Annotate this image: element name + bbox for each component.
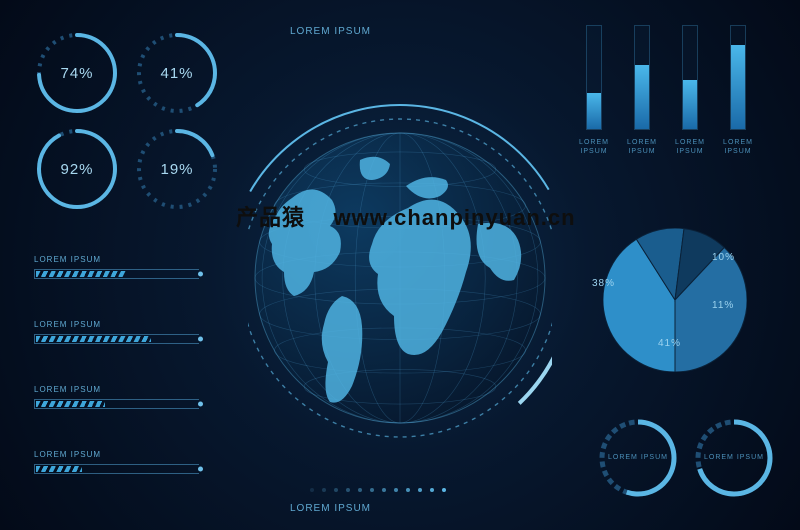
- dash-ring-0-label: LOREM IPSUM: [598, 418, 678, 498]
- progress-row-0-label: LOREM IPSUM: [34, 255, 199, 265]
- bar-col-0: LOREM IPSUM: [580, 25, 608, 156]
- title-top: LOREM IPSUM: [290, 26, 371, 37]
- bar-col-0-label: LOREM IPSUM: [579, 138, 609, 156]
- pie-label-3: 38%: [592, 278, 615, 289]
- bar-col-2-label: LOREM IPSUM: [675, 138, 705, 156]
- ring-gauge-3-value: 19%: [134, 126, 220, 212]
- ring-gauge-1: 41%: [134, 30, 220, 116]
- progress-row-2-label: LOREM IPSUM: [34, 385, 199, 395]
- progress-row-0: LOREM IPSUM: [34, 255, 199, 279]
- ring-gauge-0-value: 74%: [34, 30, 120, 116]
- ring-gauge-0: 74%: [34, 30, 120, 116]
- pie-label-0: 41%: [658, 338, 681, 349]
- watermark-b: www.chanpinyuan.cn: [333, 205, 575, 230]
- dot-strip: [310, 488, 446, 492]
- globe: [248, 63, 552, 467]
- bar-col-3: LOREM IPSUM: [724, 25, 752, 156]
- ring-gauge-2: 92%: [34, 126, 120, 212]
- bar-col-2: LOREM IPSUM: [676, 25, 704, 156]
- progress-row-1-label: LOREM IPSUM: [34, 320, 199, 330]
- progress-row-2: LOREM IPSUM: [34, 385, 199, 409]
- bar-col-1-label: LOREM IPSUM: [627, 138, 657, 156]
- pie-label-2: 10%: [712, 252, 735, 263]
- dash-ring-1-label: LOREM IPSUM: [694, 418, 774, 498]
- watermark-a: 产品猿: [236, 205, 305, 230]
- ring-gauge-2-value: 92%: [34, 126, 120, 212]
- ring-gauge-1-value: 41%: [134, 30, 220, 116]
- pie-label-1: 11%: [712, 300, 734, 311]
- watermark: 产品猿 www.chanpinyuan.cn: [236, 200, 576, 232]
- progress-row-3-label: LOREM IPSUM: [34, 450, 199, 460]
- progress-row-3: LOREM IPSUM: [34, 450, 199, 474]
- bar-col-3-label: LOREM IPSUM: [723, 138, 753, 156]
- title-bottom: LOREM IPSUM: [290, 503, 371, 514]
- dash-ring-1: LOREM IPSUM: [694, 418, 774, 498]
- bar-col-1: LOREM IPSUM: [628, 25, 656, 156]
- dash-ring-0: LOREM IPSUM: [598, 418, 678, 498]
- progress-row-1: LOREM IPSUM: [34, 320, 199, 344]
- ring-gauge-3: 19%: [134, 126, 220, 212]
